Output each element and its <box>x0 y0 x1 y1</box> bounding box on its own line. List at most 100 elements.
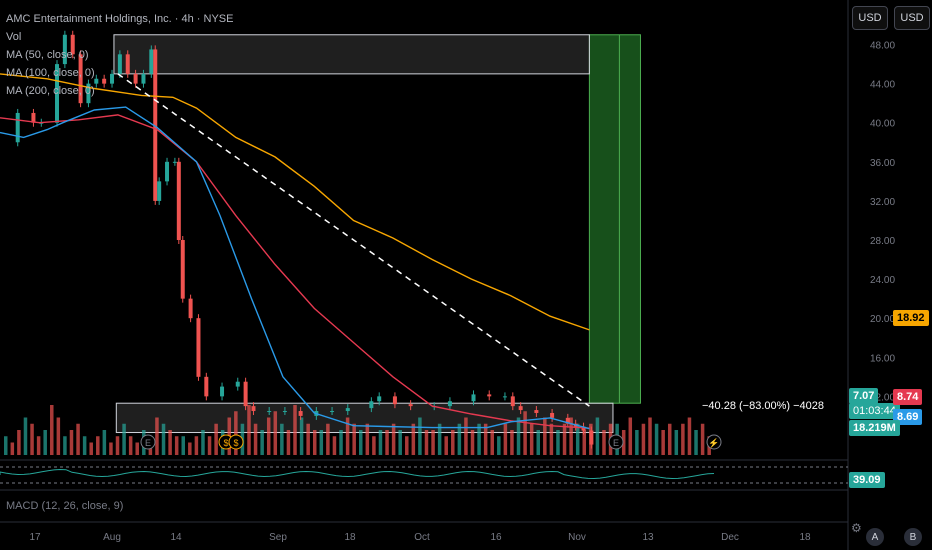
price-axis[interactable]: 48.00 44.00 40.00 36.00 32.00 28.00 24.00 20.00… <box>870 41 895 404</box>
volume-bar <box>312 430 317 455</box>
legend-ma200[interactable]: MA (200, close, 0) <box>6 85 95 97</box>
event-marker <box>608 434 624 450</box>
volume-bar <box>437 423 442 455</box>
volume-bar <box>293 405 297 455</box>
y-tick-label: 44.00 <box>870 80 895 91</box>
candle-body <box>298 411 303 416</box>
volume-bar <box>63 436 67 455</box>
legend-exchange: NYSE <box>203 13 234 25</box>
candle-body <box>502 396 507 398</box>
candle-body <box>204 376 209 397</box>
volume-bar <box>260 430 264 455</box>
x-tick-label: Oct <box>414 532 430 543</box>
candle-body <box>408 404 413 407</box>
volume-bar <box>372 436 376 455</box>
ma50-tag: 8.69 <box>893 409 923 425</box>
volume-bar <box>621 430 626 455</box>
y-tick-label: 48.00 <box>870 41 895 52</box>
b-button[interactable]: B <box>904 528 922 546</box>
dashed-trendline <box>117 73 590 407</box>
volume-bar <box>687 417 692 455</box>
ma100-line <box>0 114 590 429</box>
event-marker-label: E <box>145 438 151 448</box>
candle-body <box>125 54 130 74</box>
volume-bar <box>214 423 218 455</box>
volume-bar <box>273 411 278 455</box>
x-tick-label: 18 <box>344 532 356 543</box>
y-tick-label: 28.00 <box>870 236 895 247</box>
volume-bar <box>4 436 8 455</box>
price-tag: 7.07 <box>849 388 879 404</box>
candle-body <box>94 78 99 84</box>
legend-symbol-name: AMC Entertainment Holdings, Inc. <box>6 13 172 25</box>
volume-bar <box>201 430 205 455</box>
legend-symbol[interactable]: AMC Entertainment Holdings, Inc. · 4h · … <box>6 13 234 25</box>
event-markers: E $ $ E ⚡ <box>140 434 722 450</box>
volume-bar <box>102 430 107 455</box>
legend-ma50[interactable]: MA (50, close, 0) <box>6 49 89 61</box>
volume-bar <box>174 436 179 455</box>
volume-bar <box>464 417 468 455</box>
x-tick-label: Aug <box>103 532 121 543</box>
macd-legend[interactable]: MACD (12, 26, close, 9) <box>6 500 124 512</box>
legend-interval: 4h <box>181 13 194 25</box>
volume-bar <box>339 430 343 455</box>
candle-body <box>487 394 492 397</box>
candle-body <box>377 396 382 402</box>
volume-bar <box>306 423 310 455</box>
x-tick-label: 14 <box>170 532 182 543</box>
currency-button-left[interactable]: USD <box>852 6 888 30</box>
volume-bar <box>280 423 284 455</box>
volume-bar <box>207 436 212 455</box>
volume-bar <box>523 411 527 455</box>
volume-bar <box>82 436 87 455</box>
chart-grid <box>0 0 849 550</box>
candle-body <box>78 54 83 104</box>
candle-body <box>176 161 181 240</box>
event-marker-label: $ <box>233 438 238 448</box>
volume-bar <box>234 411 238 455</box>
candle-body <box>330 411 335 413</box>
volume-bar <box>431 430 435 455</box>
candle-body <box>251 406 256 412</box>
volume-bar <box>405 436 409 455</box>
ma100-tag: 8.74 <box>893 389 923 405</box>
legend-vol[interactable]: Vol <box>6 31 22 43</box>
candle-body <box>345 408 350 412</box>
candle-body <box>15 112 20 143</box>
moving-averages <box>0 73 590 430</box>
volume-bar <box>628 417 633 455</box>
volume-bar <box>89 442 93 455</box>
candle-body <box>117 54 122 74</box>
candle-body <box>235 381 240 387</box>
volume-bar <box>418 417 422 455</box>
currency-button-right[interactable]: USD <box>894 6 930 30</box>
volume-bar <box>188 442 192 455</box>
candle-body <box>31 112 36 123</box>
volume-bar <box>135 442 139 455</box>
legend-ma100[interactable]: MA (100, close, 0) <box>6 67 95 79</box>
target-zone <box>588 34 641 404</box>
volume-bar <box>30 423 34 455</box>
volume-tag: 18.219M <box>849 420 900 436</box>
volume-bar <box>490 430 494 455</box>
ma200-line <box>0 73 590 331</box>
candle-body <box>157 181 162 201</box>
volume-bar <box>497 436 501 455</box>
volume-bar <box>385 430 389 455</box>
price-box <box>115 402 614 434</box>
auto-scale-button[interactable]: A <box>866 528 884 546</box>
volume-bar <box>536 430 540 455</box>
volume-bar <box>667 423 672 455</box>
event-marker <box>228 434 244 450</box>
time-axis[interactable]: 17 Aug 14 Sep 18 Oct 16 Nov 13 Dec 18 <box>29 532 811 543</box>
candle-body <box>153 49 158 201</box>
volume-bar <box>457 423 462 455</box>
volume-bar <box>483 423 488 455</box>
volume-bar <box>398 430 402 455</box>
measure-label: −40.28 (−83.00%) −4028 <box>698 398 829 414</box>
x-tick-label: Sep <box>269 532 287 543</box>
volume-bar <box>23 417 28 455</box>
settings-gear-icon[interactable]: ⚙ <box>851 521 862 535</box>
